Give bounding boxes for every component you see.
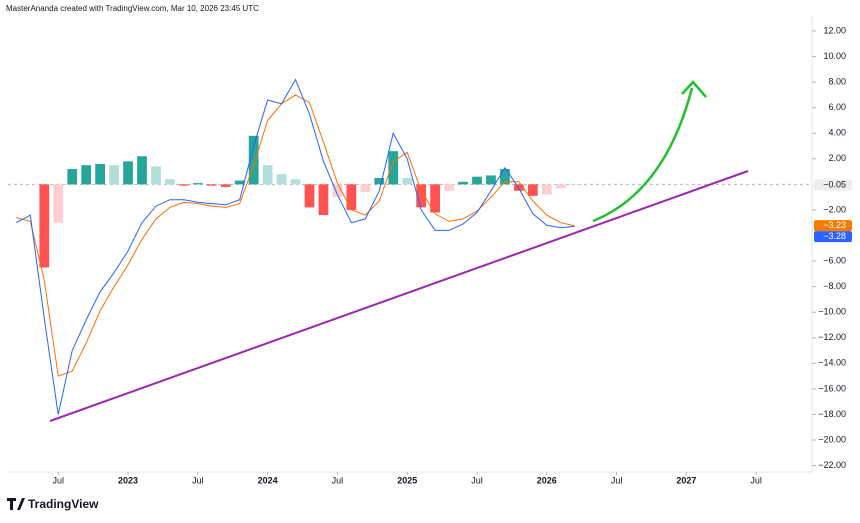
last-value-label: −3.23 [823,220,846,230]
plot-area [8,78,812,415]
histogram-bar [374,177,385,185]
last-value-badge [814,220,852,232]
trend-line [49,170,749,422]
x-tick-label: Jul [52,475,64,485]
histogram-bar [206,184,217,186]
histogram-bar [402,177,413,185]
histogram-bar [67,169,78,185]
series-line [16,94,575,377]
histogram-bar [95,163,106,185]
y-tick-label: 2.00 [828,153,846,163]
histogram-bar [178,184,189,186]
histogram-bar [165,179,175,185]
histogram-bar [527,184,538,196]
histogram-bar [39,184,50,268]
header-credit: MasterAnanda created with TradingView.co… [6,4,259,13]
histogram-bar [458,181,468,185]
histogram-bar [192,183,203,185]
histogram-bar [290,179,301,185]
histogram-bar [416,184,427,208]
histogram-bar [123,161,133,185]
y-tick-label: −20.00 [818,434,846,444]
last-value-label: −3.28 [823,231,846,241]
histogram-bar [220,184,231,187]
histogram-bar [234,180,245,185]
histogram-bar [472,176,482,185]
histogram-bar [430,184,441,213]
x-tick-label: 2025 [397,475,417,485]
x-tick-label: 2027 [676,475,696,485]
histogram-bar [332,184,343,198]
histogram-bar [444,184,454,191]
histogram-bar [151,166,161,185]
histogram-bar [500,169,510,185]
histogram-bar [486,175,496,185]
histogram-bar [262,165,273,185]
arrow-head [681,80,707,98]
x-tick-label: Jul [611,475,623,485]
logo: TradingView [7,497,99,511]
histogram-bar [276,174,287,185]
y-tick-label: −18.00 [818,409,846,419]
x-tick-label: Jul [471,475,483,485]
y-tick-label: 6.00 [828,102,846,112]
histogram-bar [318,184,329,216]
histogram-bar [304,184,315,208]
last-value-badge [814,231,852,243]
histogram-bar [248,135,259,185]
arrow-curve [592,87,694,223]
histogram-bar [388,151,399,185]
histogram-bar [555,184,566,189]
y-tick-label: −2.00 [823,204,846,214]
y-tick-label: −12.00 [818,332,846,342]
y-tick-label: 4.00 [828,128,846,138]
histogram-bar [137,156,147,185]
y-tick-label: −16.00 [818,383,846,393]
histogram-bar [109,165,119,185]
logo-icon [7,498,25,510]
histogram-bar [53,184,64,223]
y-tick-label: 10.00 [823,51,846,61]
y-tick-label: −10.00 [818,307,846,317]
histogram-bar [360,184,371,193]
x-tick-label: Jul [192,475,204,485]
y-tick-label: −8.00 [823,281,846,291]
last-value-label: −0.05 [823,179,846,189]
y-tick-label: −14.00 [818,358,846,368]
x-tick-label: Jul [332,475,344,485]
x-tick-label: 2024 [258,475,278,485]
histogram-bar [346,184,357,210]
series-line [16,78,575,415]
x-tick-label: 2026 [537,475,557,485]
y-tick-label: 12.00 [823,25,846,35]
y-tick-label: 8.00 [828,76,846,86]
histogram-bar [569,184,580,186]
x-tick-label: 2023 [118,475,138,485]
histogram-bar [81,165,92,185]
last-value-badge [814,179,852,191]
y-tick-label: −22.00 [818,460,846,470]
histogram-bar [541,184,552,195]
logo-text: TradingView [28,497,99,511]
x-tick-label: Jul [750,475,762,485]
y-tick-label: −6.00 [823,255,846,265]
